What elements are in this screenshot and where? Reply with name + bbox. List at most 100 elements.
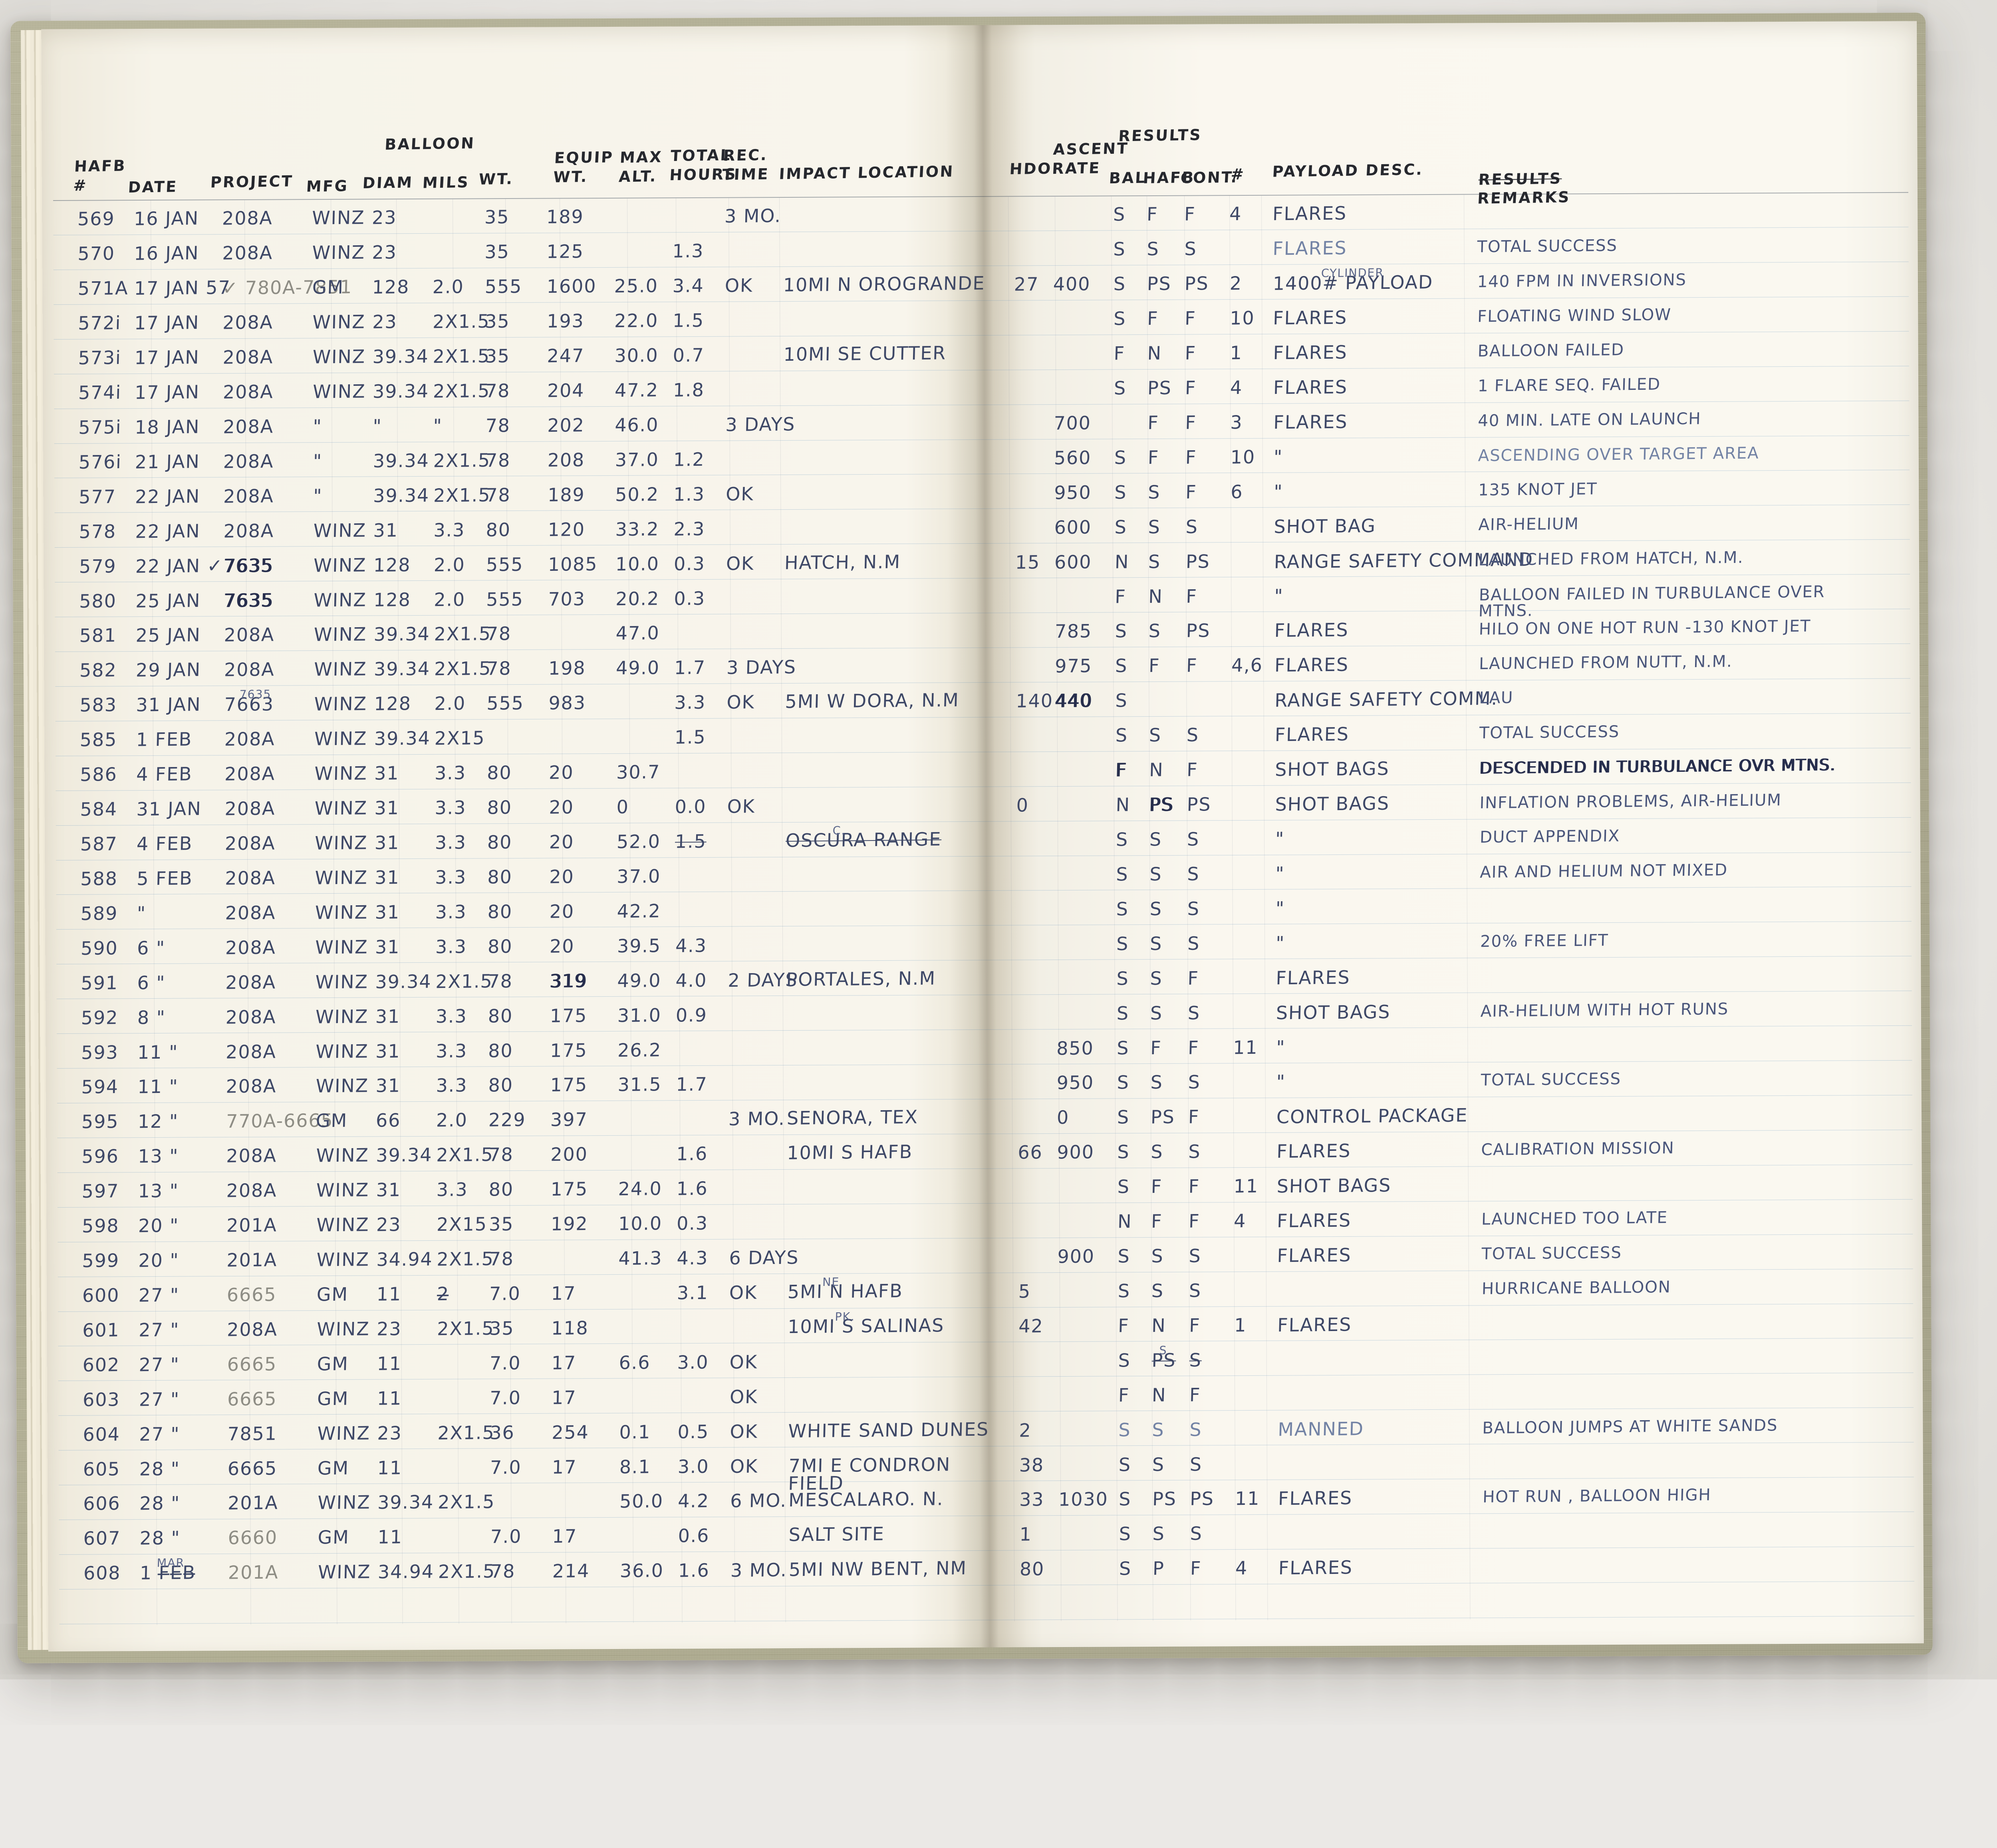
cell-rem: ASCENDING OVER TARGET AREA	[1477, 443, 1759, 465]
cell-diam: 31	[375, 901, 401, 923]
cell-diam: 23	[376, 1317, 402, 1340]
cell-hf: P	[1152, 1558, 1165, 1580]
cell-asc: 1030	[1058, 1488, 1109, 1510]
cell-alt: 52.0	[616, 831, 661, 853]
cell-date: 13 "	[137, 1145, 179, 1167]
cell-mils: 2X1.5	[434, 658, 492, 680]
cell-mfg: WINZ	[312, 241, 365, 264]
cell-hdo: 80	[1019, 1558, 1045, 1580]
cell-alt: 42.2	[617, 900, 661, 922]
header-max-alt: MAX ALT.	[618, 148, 663, 186]
cell-eq: 20	[549, 796, 574, 818]
cell-bal: S	[1118, 1488, 1132, 1510]
cell-diam: 23	[376, 1214, 402, 1236]
cell-proj: 7851	[227, 1422, 278, 1445]
cell-no: 581	[79, 624, 117, 647]
cell-ct: S	[1189, 1349, 1202, 1371]
cell-wt: 7.0	[490, 1456, 522, 1478]
cell-hr: 0.9	[675, 1004, 708, 1026]
cell-no: 600	[82, 1284, 120, 1306]
cell-mfg: WINZ	[316, 1075, 369, 1097]
cell-asc: 400	[1053, 273, 1091, 295]
cell-no: 593	[81, 1041, 119, 1063]
cell-rem: DESCENDED IN TURBULANCE OVR MTNS.	[1479, 755, 1836, 778]
cell-proj: 208A	[222, 207, 273, 229]
table-row: 608 1 F̶E̶B̶ MAR 201A WINZ 34.94 2X1.5 78 214 36.…	[48, 1556, 1924, 1600]
cell-mfg: WINZ	[312, 311, 366, 333]
cell-hdo: 38	[1018, 1454, 1044, 1476]
cell-wt: 35	[484, 241, 510, 263]
cell-bal: S	[1118, 1523, 1132, 1545]
cell-rec: OK	[729, 1282, 758, 1304]
cell-ct: S	[1188, 1071, 1201, 1093]
cell-n: 3	[1230, 411, 1243, 433]
cell-ct: S	[1187, 932, 1200, 954]
cell-mfg: WINZ	[315, 901, 368, 924]
cell-hf: S	[1147, 481, 1161, 503]
cell-imp: 10MI SE CUTTER	[783, 342, 947, 366]
cell-bal: S	[1117, 1280, 1131, 1302]
cell-rec: 3 MO.	[724, 205, 782, 227]
cell-date: 22 JAN	[135, 485, 200, 508]
cell-bal: S	[1113, 203, 1126, 225]
cell-rec: OK	[727, 691, 755, 713]
cell-alt: 39.5	[617, 934, 661, 957]
cell-proj: 208A	[223, 485, 274, 507]
cell-hf: S	[1152, 1453, 1165, 1475]
cell-proj: 7663 7635	[224, 688, 274, 715]
cell-asc: 700	[1054, 412, 1092, 434]
cell-date: 27 "	[138, 1319, 180, 1341]
cell-ct: S	[1188, 1245, 1202, 1267]
cell-wt: 555	[484, 275, 523, 298]
cell-diam: 23	[372, 241, 397, 264]
cell-bal: S	[1113, 377, 1127, 399]
cell-wt: 80	[488, 1005, 513, 1027]
cell-date: 27 "	[139, 1388, 180, 1411]
cell-no: 571A	[77, 277, 129, 300]
cell-wt: 80	[487, 796, 512, 819]
cell-eq: 17	[551, 1386, 577, 1409]
cell-mils: 2X1.5	[433, 380, 490, 402]
cell-pay: FLARES	[1272, 202, 1347, 225]
cell-rec: OK	[726, 552, 755, 574]
cell-mils: 2.0	[436, 1109, 468, 1131]
cell-proj: 208A	[225, 1040, 277, 1063]
cell-proj: 201A	[226, 1249, 278, 1271]
cell-n: 1	[1229, 342, 1243, 364]
cell-bal: S	[1114, 620, 1128, 642]
cell-ct: S	[1189, 1419, 1203, 1441]
cell-diam: 39.34	[374, 727, 431, 750]
cell-ct: S	[1186, 724, 1199, 746]
cell-mils: 3.3	[435, 1074, 468, 1097]
cell-hr: 1.5	[672, 309, 705, 332]
cell-rem: AIR-HELIUM WITH HOT RUNS	[1480, 999, 1729, 1021]
cell-ct: F	[1188, 1175, 1200, 1197]
cell-mils: 2.0	[432, 276, 464, 298]
cell-hf: S	[1150, 1141, 1164, 1163]
cell-alt: 49.0	[617, 969, 662, 992]
cell-bal: S	[1116, 932, 1129, 955]
cell-no: 577	[78, 485, 117, 508]
cell-asc: 950	[1054, 481, 1092, 504]
cell-proj: 208A	[222, 450, 274, 473]
cell-hr: 0.3	[673, 587, 706, 610]
cell-ct: S	[1187, 863, 1200, 885]
cell-diam: 39.34	[373, 484, 430, 507]
cell-mils: 3.3	[434, 797, 466, 819]
cell-alt: 25.0	[614, 275, 659, 297]
cell-asc: 0	[1056, 1107, 1070, 1129]
cell-mils: 3.3	[435, 1005, 467, 1027]
cell-diam: 39.34	[372, 380, 430, 402]
cell-eq: 17	[552, 1456, 577, 1478]
cell-rem: HURRICANE BALLOON	[1481, 1277, 1671, 1298]
cell-ct: S	[1187, 898, 1200, 920]
cell-asc: 600	[1054, 551, 1092, 573]
cell-pay: "	[1276, 1071, 1286, 1093]
cell-date: 18 JAN	[134, 415, 200, 438]
cell-alt: 31.5	[617, 1073, 662, 1096]
cell-eq: 1085	[548, 553, 598, 575]
cell-mils: 2X15	[434, 727, 485, 749]
cell-date: 17 JAN 57	[134, 276, 231, 300]
cell-rec: 6 DAYS	[729, 1246, 800, 1269]
cell-bal: S	[1117, 1141, 1130, 1163]
